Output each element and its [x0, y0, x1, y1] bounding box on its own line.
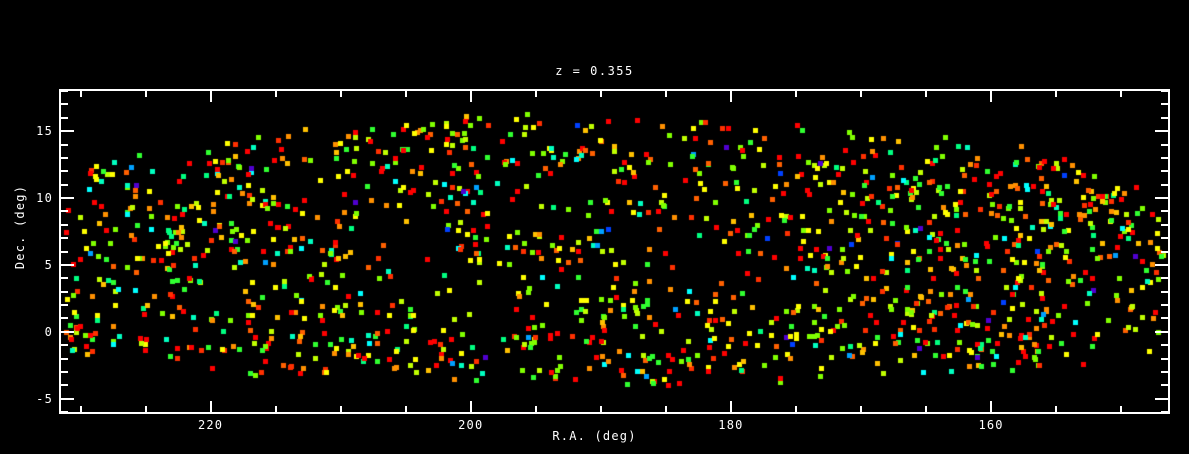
- y-tick-right--4: [1161, 384, 1168, 387]
- y-tick-right-13: [1161, 156, 1168, 159]
- x-tick-top-150: [1120, 91, 1123, 97]
- x-tick-top-215: [274, 91, 277, 97]
- y-tick-6: [61, 250, 68, 253]
- x-tick-top-155: [1055, 91, 1058, 97]
- x-tick-215: [274, 406, 277, 412]
- x-tick-230: [79, 406, 82, 412]
- y-tick-9: [61, 210, 68, 213]
- x-tick-220: [209, 401, 212, 412]
- y-tick-3: [61, 290, 68, 293]
- y-tick--1: [61, 344, 68, 347]
- y-tick-right-8: [1161, 223, 1168, 226]
- x-tick-225: [144, 406, 147, 412]
- plot-frame: [59, 89, 1170, 414]
- y-tick-2: [61, 304, 68, 306]
- y-tick-label-5: 5: [44, 257, 53, 272]
- y-tick-right-6: [1161, 250, 1168, 253]
- y-tick--5: [61, 397, 74, 400]
- x-tick-top-170: [860, 91, 862, 97]
- x-tick-185: [664, 406, 667, 412]
- y-tick-7: [61, 237, 68, 240]
- x-tick-top-225: [144, 91, 147, 97]
- x-tick-200: [469, 401, 472, 412]
- y-tick-11: [61, 183, 68, 186]
- y-tick-right-3: [1161, 290, 1168, 293]
- x-tick-205: [404, 406, 407, 412]
- y-tick-label-10: 10: [36, 191, 53, 205]
- y-tick-right-16: [1161, 116, 1168, 119]
- y-tick-12: [61, 170, 68, 173]
- y-tick-right--3: [1161, 370, 1168, 373]
- x-tick-195: [534, 406, 537, 412]
- y-tick-16: [61, 116, 68, 119]
- y-tick-right-4: [1161, 277, 1168, 280]
- y-tick-right--6: [1161, 411, 1168, 412]
- y-tick-right-14: [1161, 143, 1168, 146]
- x-tick-top-230: [79, 91, 82, 97]
- y-axis-label: Dec. (deg): [13, 184, 28, 270]
- y-tick-right-15: [1155, 130, 1168, 133]
- y-tick-right-0: [1155, 330, 1168, 333]
- x-tick-label-180: 180: [718, 418, 744, 432]
- y-tick-right--5: [1155, 397, 1168, 400]
- y-tick-4: [61, 277, 68, 280]
- y-tick-0: [61, 330, 74, 333]
- y-tick-8: [61, 223, 68, 226]
- y-tick--2: [61, 357, 68, 360]
- x-tick-top-190: [599, 91, 602, 97]
- x-tick-label-200: 200: [458, 418, 484, 432]
- y-tick-label--5: -5: [36, 391, 53, 406]
- x-tick-190: [599, 406, 602, 412]
- x-tick-label-220: 220: [197, 418, 224, 432]
- y-tick-right-1: [1161, 317, 1168, 320]
- x-tick-top-195: [534, 91, 537, 97]
- y-tick-14: [61, 143, 68, 146]
- x-tick-top-175: [794, 91, 797, 97]
- x-tick-155: [1055, 406, 1058, 412]
- y-tick-right-2: [1161, 304, 1168, 306]
- x-tick-175: [794, 406, 797, 412]
- y-tick-right--1: [1161, 344, 1168, 347]
- x-tick-top-160: [990, 91, 993, 102]
- y-tick-right-9: [1161, 210, 1168, 213]
- x-tick-top-210: [339, 91, 342, 97]
- x-tick-150: [1120, 406, 1123, 412]
- x-tick-170: [860, 406, 862, 412]
- x-tick-210: [339, 406, 342, 412]
- y-tick--3: [61, 370, 68, 373]
- x-tick-top-220: [209, 91, 212, 102]
- x-tick-165: [925, 406, 928, 412]
- y-tick-right-12: [1161, 170, 1168, 173]
- y-tick-right-10: [1155, 197, 1168, 199]
- y-tick--4: [61, 384, 68, 387]
- y-tick-17: [61, 103, 68, 106]
- y-tick-right-17: [1161, 103, 1168, 106]
- x-tick-top-165: [925, 91, 928, 97]
- x-tick-160: [990, 401, 993, 412]
- y-tick-right--2: [1161, 357, 1168, 360]
- y-tick-15: [61, 130, 74, 133]
- x-tick-top-200: [469, 91, 472, 102]
- y-tick-13: [61, 156, 68, 159]
- y-tick-18: [61, 91, 68, 92]
- x-tick-label-160: 160: [978, 418, 1004, 432]
- data-points-canvas: [61, 91, 1168, 412]
- y-tick--6: [61, 411, 68, 412]
- x-tick-180: [729, 401, 732, 412]
- y-tick-label-0: 0: [44, 324, 53, 339]
- y-tick-right-11: [1161, 183, 1168, 186]
- x-tick-top-205: [404, 91, 407, 97]
- y-tick-1: [61, 317, 68, 320]
- x-tick-top-185: [664, 91, 667, 97]
- x-axis-label: R.A. (deg): [552, 429, 637, 443]
- y-tick-right-18: [1161, 91, 1168, 92]
- y-tick-5: [61, 263, 74, 266]
- y-tick-label-15: 15: [36, 124, 53, 139]
- y-tick-right-7: [1161, 237, 1168, 240]
- y-tick-right-5: [1155, 263, 1168, 266]
- y-tick-10: [61, 197, 74, 199]
- plot-title: z = 0.355: [555, 64, 634, 78]
- x-tick-top-180: [729, 91, 732, 102]
